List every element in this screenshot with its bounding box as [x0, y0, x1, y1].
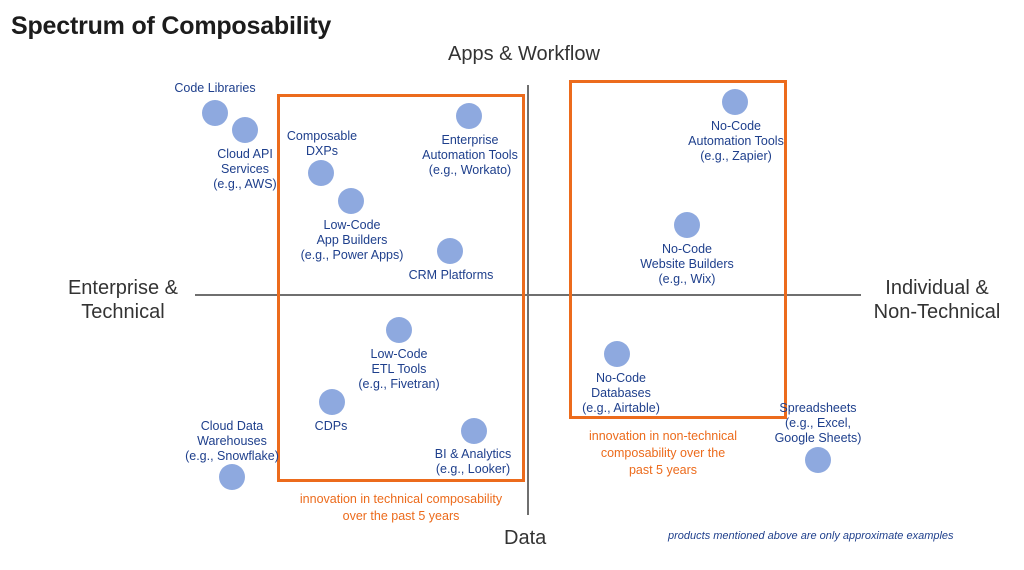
axis-label-left-line-1: Enterprise & — [67, 277, 179, 299]
spreadsheets-label: Spreadsheets (e.g., Excel, Google Sheets… — [774, 401, 862, 445]
no-code-db-dot — [604, 341, 630, 367]
cloud-dw-label: Cloud Data Warehouses (e.g., Snowflake) — [185, 419, 279, 463]
low-code-etl-label: Low-Code ETL Tools (e.g., Fivetran) — [358, 347, 440, 391]
axis-label-bottom: Data — [504, 527, 547, 549]
axis-label-left-line-2: Technical — [81, 301, 165, 323]
bi-analytics-dot — [461, 418, 487, 444]
axis-label-right-line-2: Non-Technical — [873, 301, 1001, 323]
vertical-axis — [527, 85, 529, 515]
non-technical-innovation-note: innovation in non-technical composabilit… — [588, 429, 738, 477]
code-libraries-label: Code Libraries — [174, 81, 256, 95]
cloud-api-dot — [232, 117, 258, 143]
no-code-website-label: No-Code Website Builders (e.g., Wix) — [640, 242, 734, 286]
crm-label: CRM Platforms — [408, 268, 494, 282]
code-libraries-dot — [202, 100, 228, 126]
no-code-website-dot — [674, 212, 700, 238]
composable-dxps-label: Composable DXPs — [286, 129, 358, 158]
cloud-dw-dot — [219, 464, 245, 490]
low-code-app-label: Low-Code App Builders (e.g., Power Apps) — [300, 218, 404, 262]
bi-analytics-label: BI & Analytics (e.g., Looker) — [434, 447, 512, 476]
footnote: products mentioned above are only approx… — [668, 530, 954, 542]
axis-label-right-line-1: Individual & — [885, 277, 989, 299]
page-title: Spectrum of Composability — [11, 12, 332, 40]
enterprise-automation-dot — [456, 103, 482, 129]
low-code-app-dot — [338, 188, 364, 214]
low-code-etl-dot — [386, 317, 412, 343]
axis-label-right: Individual & Non-Technical — [862, 276, 1012, 324]
spreadsheets-dot — [805, 447, 831, 473]
technical-innovation-box — [277, 94, 525, 482]
axis-label-top: Apps & Workflow — [448, 43, 600, 65]
technical-innovation-note: innovation in technical composability ov… — [299, 492, 503, 523]
cdps-dot — [319, 389, 345, 415]
non-technical-innovation-box — [569, 80, 787, 419]
no-code-automation-dot — [722, 89, 748, 115]
cloud-api-label: Cloud API Services (e.g., AWS) — [213, 147, 277, 191]
enterprise-automation-label: Enterprise Automation Tools (e.g., Worka… — [422, 133, 518, 177]
crm-dot — [437, 238, 463, 264]
no-code-automation-label: No-Code Automation Tools (e.g., Zapier) — [688, 119, 784, 163]
no-code-db-label: No-Code Databases (e.g., Airtable) — [582, 371, 660, 415]
cdps-label: CDPs — [314, 419, 348, 433]
composable-dxps-dot — [308, 160, 334, 186]
axis-label-left: Enterprise & Technical — [58, 276, 188, 324]
